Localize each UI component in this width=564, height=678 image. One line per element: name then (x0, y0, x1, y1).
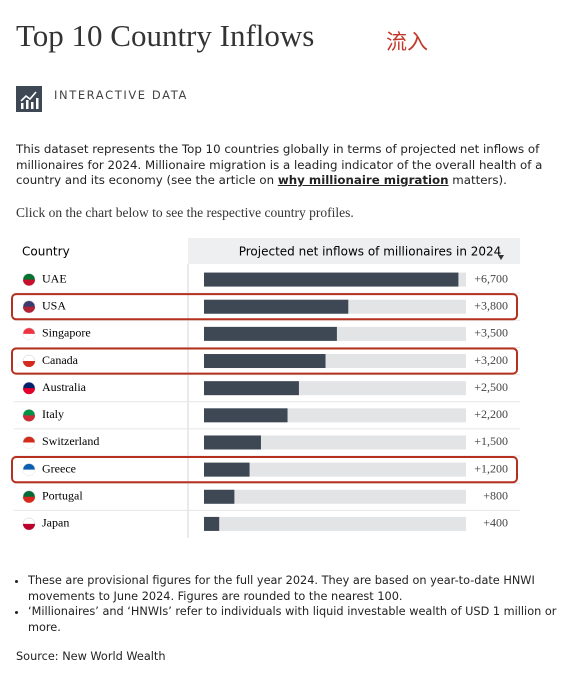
bar[interactable] (204, 516, 220, 531)
value-label: +1,500 (474, 434, 508, 448)
value-label: +6,700 (474, 271, 508, 285)
text: This dataset represents the Top 10 count… (16, 142, 543, 187)
flag (23, 388, 35, 395)
note: These are provisional figures for the fu… (28, 573, 564, 604)
country-label[interactable]: Japan (42, 516, 69, 530)
country-label[interactable]: Italy (42, 407, 64, 421)
annotation: 流入 (386, 30, 428, 54)
value-label: +2,200 (474, 407, 508, 421)
flag (23, 361, 35, 368)
flag (23, 469, 35, 476)
bar[interactable] (204, 272, 459, 287)
bar[interactable] (204, 299, 349, 314)
page-title: Top 10 Country Inflows (16, 18, 315, 53)
country-label[interactable]: Portugal (42, 489, 83, 503)
highlight (11, 456, 518, 484)
bar[interactable] (204, 381, 299, 396)
bar[interactable] (204, 408, 288, 423)
country-label[interactable]: Singapore (42, 326, 91, 340)
bar[interactable] (204, 462, 250, 477)
value-label: +3,200 (474, 353, 508, 367)
icon (16, 86, 42, 112)
bar-track (204, 462, 466, 477)
flag (23, 415, 35, 422)
bar-track (204, 516, 466, 531)
country-label[interactable]: USA (42, 298, 66, 312)
bar-track (204, 435, 466, 450)
bar-track (204, 489, 466, 504)
chart: Country Projected net inflows of million… (11, 238, 520, 538)
sort-icon[interactable] (498, 255, 504, 260)
country-label[interactable]: Switzerland (42, 434, 99, 448)
bar[interactable] (204, 354, 326, 369)
header-bg (188, 238, 520, 264)
link[interactable]: why millionaire migration (277, 173, 449, 187)
instruction: Click on the chart below to see the resp… (16, 205, 354, 220)
text: matters). (448, 173, 507, 187)
value-label: +3,800 (474, 298, 508, 312)
highlight (11, 347, 518, 375)
section-label: INTERACTIVE DATA (54, 88, 188, 102)
note: ‘Millionaires’ and ‘HNWIs’ refer to indi… (28, 604, 564, 635)
value-label: +2,500 (474, 380, 508, 394)
column-header: Country (22, 245, 70, 259)
column-header[interactable]: Projected net inflows of millionaires in… (239, 245, 502, 259)
country-label[interactable]: Australia (42, 380, 87, 394)
flag (23, 333, 35, 340)
value-label: +800 (483, 489, 508, 503)
bar[interactable] (204, 326, 337, 341)
intro-text: This dataset represents the Top 10 count… (16, 142, 561, 189)
flag (23, 442, 35, 449)
value-label: +400 (483, 516, 508, 530)
value-label: +1,200 (474, 461, 508, 475)
country-label[interactable]: UAE (42, 271, 67, 285)
flag (23, 306, 35, 313)
notes: These are provisional figures for the fu… (10, 573, 564, 635)
flag (23, 279, 35, 286)
country-label[interactable]: Canada (42, 353, 79, 367)
flag (23, 496, 35, 503)
value-label: +3,500 (474, 326, 508, 340)
bar[interactable] (204, 435, 261, 450)
source: Source: New World Wealth (16, 650, 166, 663)
country-label[interactable]: Greece (42, 461, 76, 475)
bar[interactable] (204, 489, 235, 504)
highlight (11, 293, 518, 321)
flag (23, 523, 35, 530)
